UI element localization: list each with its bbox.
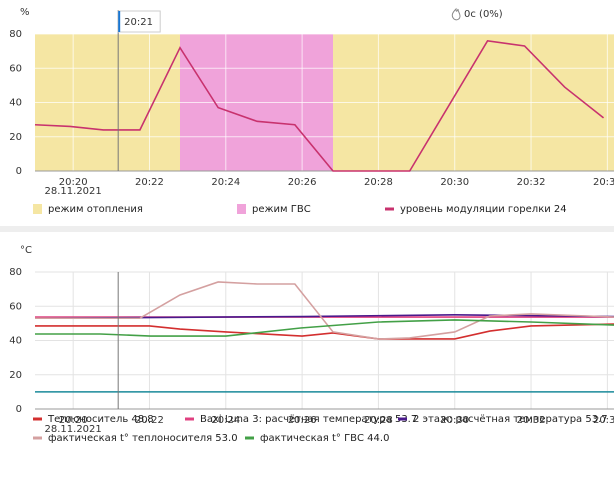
panel-divider	[0, 226, 614, 232]
series-line	[35, 281, 614, 340]
x-tick-label: 20:28	[364, 177, 393, 188]
x-tick-label: 20:24	[211, 415, 240, 426]
cursor-label: 20:21	[124, 17, 153, 28]
legend-label: фактическая t° теплоносителя 53.0	[48, 433, 238, 444]
x-tick-label: 20:34	[593, 177, 614, 188]
x-tick-label: 20:22	[135, 415, 164, 426]
legend-label: уровень модуляции горелки 24	[400, 204, 567, 215]
x-tick-label: 20:34	[593, 415, 614, 426]
y-axis-label: %	[20, 7, 30, 18]
x-tick-label: 20:26	[288, 415, 317, 426]
x-tick-label: 20:22	[135, 177, 164, 188]
series-line	[34, 39, 605, 172]
x-tick-label: 20:20	[59, 415, 88, 426]
series-line	[34, 314, 614, 320]
y-tick-label: 60	[9, 301, 22, 312]
y-tick-label: 80	[9, 29, 22, 40]
legend-swatch	[33, 204, 42, 214]
legend-swatch	[237, 204, 246, 214]
x-tick-label: 20:30	[440, 415, 469, 426]
y-tick-label: 20	[9, 132, 22, 143]
y-tick-label: 60	[9, 63, 22, 74]
x-tick-label: 20:26	[288, 177, 317, 188]
y-tick-label: 40	[9, 98, 22, 109]
series-line	[35, 319, 614, 337]
legend-label: фактическая t° ГВС 44.0	[260, 433, 389, 444]
x-tick-label: 20:28	[364, 415, 393, 426]
y-tick-label: 20	[9, 370, 22, 381]
series-line	[35, 323, 614, 340]
flame-icon	[451, 7, 461, 21]
x-tick-label: 20:20	[59, 177, 88, 188]
x-tick-label: 20:24	[211, 177, 240, 188]
legend-label: режим ГВС	[252, 204, 311, 215]
y-tick-label: 0	[16, 166, 22, 177]
legend-label: Теплоноситель 48.8	[47, 414, 154, 425]
y-axis-label: °C	[20, 245, 32, 256]
y-tick-label: 80	[9, 267, 22, 278]
legend-label: Baxi Luna 3: расчётная температура 53.7	[200, 414, 417, 425]
y-tick-label: 40	[9, 336, 22, 347]
legend-label: 2 этаж: расчётная температура 53.7	[413, 414, 608, 425]
legend-label: режим отопления	[48, 204, 143, 215]
x-tick-label: 20:32	[517, 415, 546, 426]
y-tick-label: 0	[16, 404, 22, 415]
burner-status: 0с (0%)	[464, 9, 503, 20]
x-tick-date: 28.11.2021	[45, 186, 102, 197]
x-tick-label: 20:30	[440, 177, 469, 188]
x-tick-label: 20:32	[517, 177, 546, 188]
x-tick-date: 28.11.2021	[45, 424, 102, 435]
